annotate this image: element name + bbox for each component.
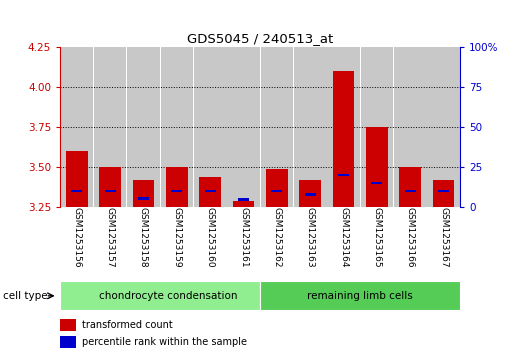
Text: GSM1253167: GSM1253167 xyxy=(439,207,448,268)
Bar xyxy=(427,47,460,207)
Bar xyxy=(266,168,288,207)
Bar xyxy=(260,281,460,310)
Bar xyxy=(61,47,93,207)
Bar xyxy=(438,189,449,192)
Bar xyxy=(138,197,149,200)
Text: chondrocyte condensation: chondrocyte condensation xyxy=(99,291,238,301)
Text: GSM1253166: GSM1253166 xyxy=(406,207,415,268)
Bar xyxy=(394,47,427,207)
Bar xyxy=(238,198,249,201)
Bar xyxy=(400,167,421,207)
Bar xyxy=(60,319,76,331)
Text: GSM1253158: GSM1253158 xyxy=(139,207,148,268)
Bar xyxy=(60,336,76,348)
Text: GSM1253156: GSM1253156 xyxy=(72,207,81,268)
Bar xyxy=(360,47,393,207)
Bar xyxy=(133,180,154,207)
Bar xyxy=(294,47,326,207)
Bar xyxy=(260,47,293,207)
Bar xyxy=(72,189,82,192)
Bar xyxy=(327,47,360,207)
Bar xyxy=(233,201,254,207)
Text: GSM1253162: GSM1253162 xyxy=(272,207,281,268)
Bar xyxy=(299,180,321,207)
Text: GSM1253161: GSM1253161 xyxy=(239,207,248,268)
Text: cell type: cell type xyxy=(3,291,47,301)
Bar xyxy=(271,189,282,192)
Text: GSM1253165: GSM1253165 xyxy=(372,207,381,268)
Bar xyxy=(305,193,315,196)
Bar xyxy=(433,180,454,207)
Bar xyxy=(366,127,388,207)
Bar xyxy=(94,47,127,207)
Text: percentile rank within the sample: percentile rank within the sample xyxy=(82,337,247,347)
Bar xyxy=(66,151,88,207)
Bar xyxy=(205,189,215,192)
Text: GSM1253163: GSM1253163 xyxy=(306,207,315,268)
Bar xyxy=(227,47,260,207)
Bar xyxy=(199,176,221,207)
Bar xyxy=(60,281,260,310)
Bar xyxy=(161,47,193,207)
Text: GSM1253160: GSM1253160 xyxy=(206,207,214,268)
Bar xyxy=(333,71,355,207)
Text: GSM1253157: GSM1253157 xyxy=(106,207,115,268)
Text: GSM1253159: GSM1253159 xyxy=(173,207,181,268)
Bar xyxy=(105,189,116,192)
Bar xyxy=(405,189,416,192)
Text: GSM1253164: GSM1253164 xyxy=(339,207,348,268)
Text: transformed count: transformed count xyxy=(82,320,173,330)
Bar xyxy=(166,167,188,207)
Title: GDS5045 / 240513_at: GDS5045 / 240513_at xyxy=(187,32,333,45)
Bar xyxy=(371,182,382,184)
Bar xyxy=(127,47,160,207)
Bar xyxy=(172,189,182,192)
Text: remaining limb cells: remaining limb cells xyxy=(308,291,413,301)
Bar xyxy=(99,167,121,207)
Bar xyxy=(194,47,226,207)
Bar xyxy=(338,174,349,176)
